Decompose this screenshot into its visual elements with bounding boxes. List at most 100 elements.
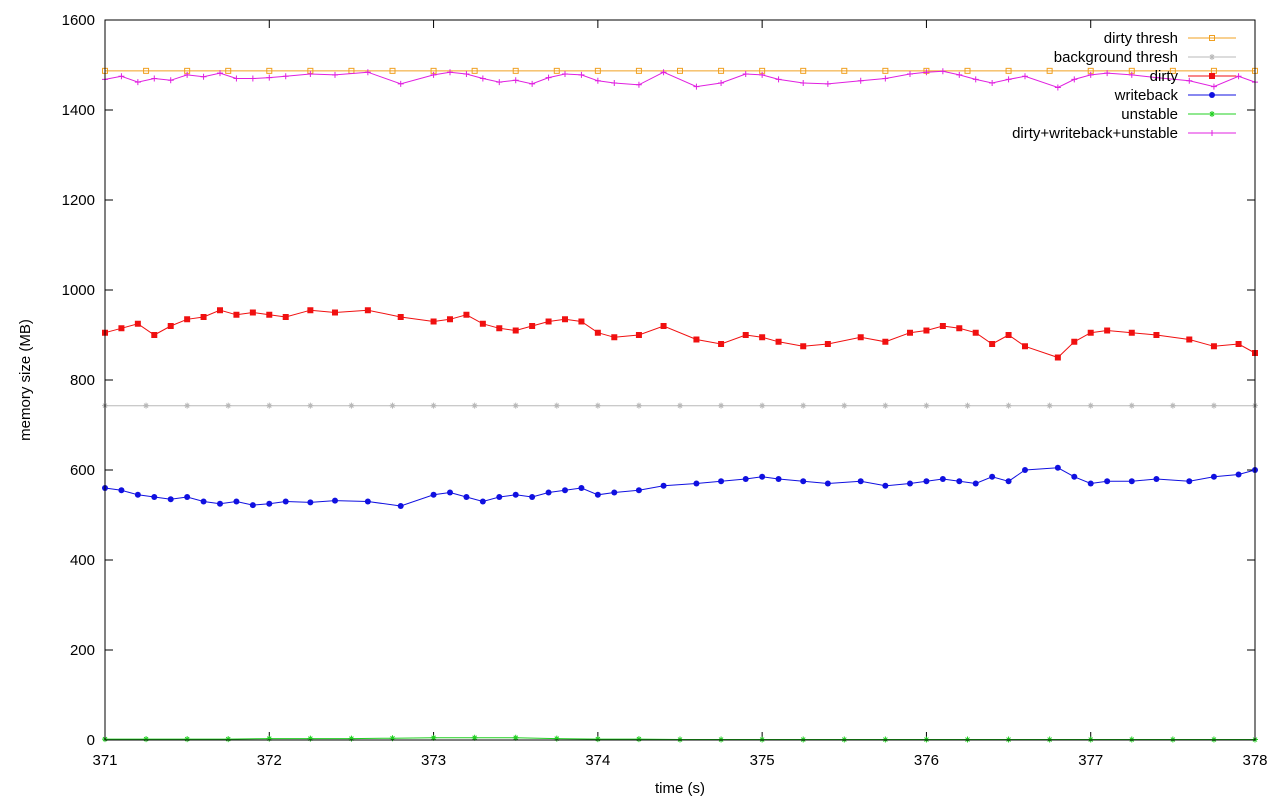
x-tick-label: 375 <box>750 752 775 769</box>
x-tick-label: 376 <box>914 752 939 769</box>
background-thresh-point <box>1087 402 1094 409</box>
unstable-point <box>143 736 150 743</box>
dirty-writeback-unstable-point <box>184 71 191 78</box>
dirty-writeback-unstable-point <box>332 71 338 78</box>
dirty-thresh-point <box>964 67 971 74</box>
dirty-writeback-unstable-point <box>923 69 930 76</box>
dirty-point <box>775 338 782 345</box>
writeback-point <box>463 494 470 500</box>
legend-item-background-thresh: background thresh <box>1054 49 1236 66</box>
dirty-point <box>742 332 749 338</box>
writeback-point <box>1153 476 1160 482</box>
writeback-point <box>282 498 289 505</box>
dirty-point <box>956 325 963 332</box>
dirty-point <box>1087 329 1094 336</box>
dirty-writeback-unstable-point <box>282 73 289 80</box>
writeback-point <box>759 473 766 480</box>
legend-item-dirty: dirty <box>1150 68 1236 85</box>
dirty-writeback-unstable-point <box>1054 84 1061 91</box>
dirty-writeback-unstable-point <box>562 71 568 77</box>
writeback-point <box>693 480 700 487</box>
dirty-point <box>332 309 338 316</box>
dirty-writeback-unstable-point <box>824 80 831 87</box>
unstable-point <box>430 734 437 741</box>
x-tick-label: 377 <box>1078 752 1103 769</box>
x-tick-label: 371 <box>92 752 117 769</box>
dirty-writeback-unstable-point <box>939 68 946 75</box>
dirty-point <box>184 316 191 323</box>
series-dirty-thresh <box>102 67 1258 74</box>
dirty-writeback-unstable-point <box>479 75 486 82</box>
dirty-thresh-point <box>1046 67 1053 74</box>
writeback-point <box>1128 478 1135 485</box>
dirty-point <box>397 314 404 320</box>
writeback-point <box>1210 473 1217 480</box>
legend-item-unstable: unstable <box>1121 106 1236 123</box>
writeback-point <box>578 485 585 491</box>
dirty-writeback-unstable-point <box>447 69 453 76</box>
dirty-writeback-unstable-point <box>1022 73 1028 80</box>
x-tick-label: 374 <box>585 752 610 769</box>
background-thresh-point <box>718 402 725 409</box>
writeback-point <box>496 494 503 500</box>
dirty-writeback-unstable-point <box>1005 76 1012 83</box>
writeback-point <box>635 487 642 494</box>
dirty-writeback-unstable-point <box>635 81 642 88</box>
legend-label: dirty <box>1150 68 1179 85</box>
dirty-thresh-point <box>225 67 232 74</box>
legend-dirty-writeback-unstable-point <box>1209 130 1215 136</box>
x-tick-label: 378 <box>1242 752 1267 769</box>
writeback-point <box>266 500 273 507</box>
dirty-point <box>1235 341 1242 347</box>
dirty-thresh-point <box>512 67 519 74</box>
writeback-point <box>972 480 979 487</box>
dirty-point <box>800 343 807 350</box>
writeback-point <box>134 491 141 498</box>
dirty-point <box>759 334 766 341</box>
writeback-point <box>1087 480 1094 487</box>
dirty-thresh-point <box>471 67 478 74</box>
writeback-point <box>1186 478 1193 485</box>
dirty-writeback-unstable-point <box>956 71 963 78</box>
dirty-writeback-unstable-point <box>1153 74 1160 81</box>
writeback-point <box>233 498 240 505</box>
dirty-point <box>151 332 158 338</box>
writeback-point <box>217 500 223 507</box>
background-thresh-point <box>184 402 191 409</box>
dirty-point <box>512 327 519 334</box>
dirty-thresh-point <box>594 67 601 74</box>
writeback-point <box>1022 467 1028 473</box>
series-dirty <box>102 307 1258 361</box>
legend-label: dirty+writeback+unstable <box>1012 125 1178 142</box>
writeback-point <box>594 491 601 498</box>
x-axis-label: time (s) <box>655 780 705 797</box>
legend-label: writeback <box>1114 87 1179 104</box>
background-thresh-point <box>471 402 478 409</box>
writeback-point <box>512 491 519 498</box>
dirty-thresh-point <box>143 67 150 74</box>
background-thresh-point <box>430 402 437 409</box>
writeback-point <box>167 496 174 503</box>
writeback-point <box>397 503 404 509</box>
legend-background-thresh-point <box>1209 54 1215 60</box>
writeback-point <box>447 489 453 496</box>
dirty-writeback-unstable-point <box>759 71 766 78</box>
dirty-writeback-unstable-point <box>397 80 404 87</box>
unstable-point <box>266 735 273 742</box>
dirty-writeback-unstable-point <box>594 77 601 84</box>
dirty-point <box>282 314 289 320</box>
dirty-thresh-point <box>718 67 725 74</box>
writeback-point <box>562 487 568 494</box>
x-axis-ticks: 371 372 373 374 375 376 377 378 <box>92 20 1268 769</box>
dirty-point <box>562 316 568 323</box>
writeback-line <box>104 467 1256 507</box>
y-tick-label: 1600 <box>62 12 95 29</box>
background-thresh-point <box>635 402 642 409</box>
y-tick-label: 0 <box>87 732 95 749</box>
dirty-writeback-unstable-point <box>775 76 782 83</box>
dirty-point <box>1186 336 1193 343</box>
dirty-point <box>167 323 174 329</box>
dirty-point <box>307 307 314 314</box>
dirty-writeback-unstable-point <box>167 77 174 84</box>
